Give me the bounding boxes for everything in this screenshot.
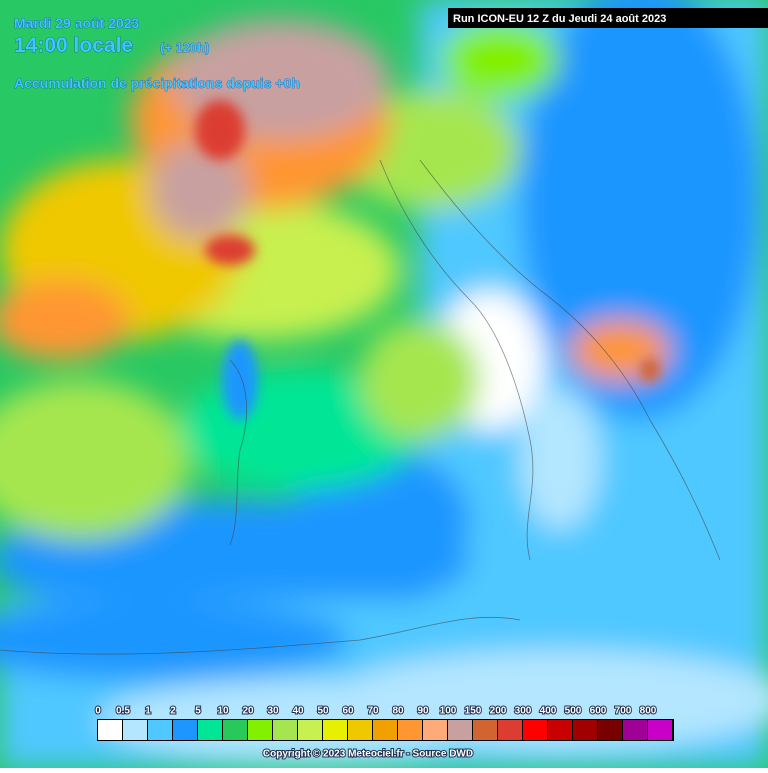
legend-swatch: [123, 720, 147, 740]
legend-label: 0: [95, 706, 101, 717]
date: Mardi 29 août 2023: [14, 15, 139, 31]
legend-swatch: [298, 720, 322, 740]
legend-swatch: [198, 720, 222, 740]
legend-swatch: [423, 720, 447, 740]
copyright: Copyright © 2023 Meteociel.fr - Source D…: [263, 749, 473, 760]
legend-label: 600: [590, 706, 607, 717]
legend-label: 50: [317, 706, 329, 717]
legend: 0 0.5 1 2 5 10 20 30 40 50 60 70 80 90 100 150 200 300 400…: [94, 705, 674, 741]
legend-label: 90: [417, 706, 429, 717]
legend-label: 100: [440, 706, 457, 717]
legend-label: 400: [540, 706, 557, 717]
legend-swatch: [598, 720, 622, 740]
legend-swatch: [173, 720, 197, 740]
legend-swatch: [573, 720, 597, 740]
legend-label: 700: [615, 706, 632, 717]
legend-label: 2: [170, 706, 176, 717]
legend-label: 300: [515, 706, 532, 717]
run-info: Run ICON-EU 12 Z du Jeudi 24 août 2023: [453, 13, 666, 25]
legend-label: 40: [292, 706, 304, 717]
legend-swatch: [398, 720, 422, 740]
legend-label: 10: [217, 706, 229, 717]
legend-label: 800: [640, 706, 657, 717]
subtitle: Accumulation de précipitations depuis +0…: [14, 75, 300, 91]
legend-label: 70: [367, 706, 379, 717]
legend-label: 200: [490, 706, 507, 717]
legend-swatch: [448, 720, 472, 740]
legend-swatch: [98, 720, 122, 740]
legend-label: 500: [565, 706, 582, 717]
legend-swatch: [348, 720, 372, 740]
legend-label: 1: [145, 706, 151, 717]
legend-label: 20: [242, 706, 254, 717]
legend-label: 5: [195, 706, 201, 717]
legend-swatch: [623, 720, 647, 740]
legend-swatch: [648, 720, 672, 740]
legend-label: 30: [267, 706, 279, 717]
legend-swatch: [523, 720, 547, 740]
legend-swatch: [273, 720, 297, 740]
legend-swatch: [323, 720, 347, 740]
legend-swatch: [373, 720, 397, 740]
legend-swatch: [498, 720, 522, 740]
legend-swatch: [223, 720, 247, 740]
run-banner: [448, 8, 768, 28]
legend-swatch: [548, 720, 572, 740]
time-offset: (+ 120h): [160, 40, 210, 55]
legend-swatch: [148, 720, 172, 740]
time: 14:00 locale: [14, 34, 133, 57]
legend-swatch: [473, 720, 497, 740]
legend-label: 60: [342, 706, 354, 717]
legend-label: 150: [465, 706, 482, 717]
legend-label: 0.5: [116, 706, 130, 717]
legend-swatch: [248, 720, 272, 740]
legend-label: 80: [392, 706, 404, 717]
coastlines: [0, 159, 721, 655]
